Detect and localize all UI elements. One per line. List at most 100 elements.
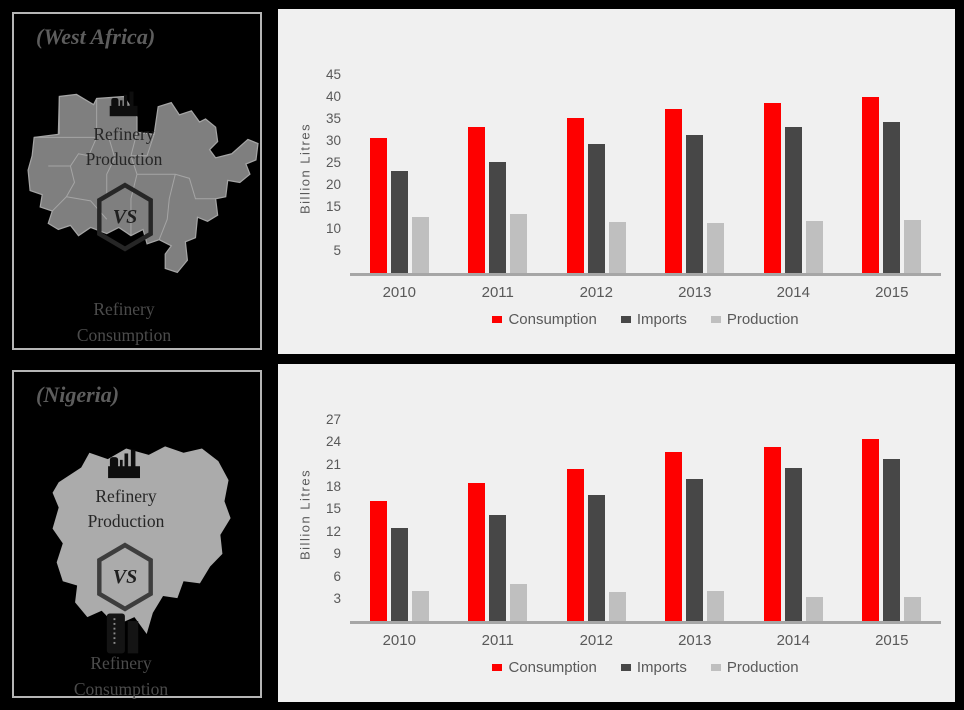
bar-production-2014 [805,597,823,621]
y-tick-label: 24 [325,433,341,449]
bar-group-2013 [646,408,745,621]
west-africa-panel: (West Africa) Refinery Production VS Re [6,6,268,356]
x-tick-label-2015: 2015 [875,632,909,649]
legend-swatch-imports [620,316,631,323]
x-tick-label-2014: 2014 [776,284,810,301]
legend-item-imports: Imports [620,311,687,328]
chart-legend: Consumption Imports Production [294,311,941,328]
nigeria-panel: (Nigeria) Refinery Production VS [6,364,268,704]
bar-group-2014 [744,63,843,273]
legend-label-production: Production [726,311,799,328]
bar-group-2011 [449,63,548,273]
bar-imports-2010 [390,528,408,621]
bar-group-2013 [646,63,745,273]
x-axis-labels: 2010 2011 2012 2013 2014 2015 [350,284,941,301]
legend-swatch-production [710,316,721,323]
bar-group-2012 [547,408,646,621]
storage-buildings-icon [106,613,139,654]
bar-consumption-2015 [862,439,880,621]
y-tick-label: 30 [325,132,341,148]
y-tick-label: 27 [325,411,341,427]
x-tick-label-2010: 2010 [382,284,416,301]
y-tick-label: 21 [325,456,341,472]
legend-item-production: Production [710,659,799,676]
bar-production-2013 [707,591,725,621]
refinery-production-label: Refinery Production [85,124,163,170]
y-tick-label: 18 [325,478,341,494]
y-tick-label: 15 [325,501,341,517]
y-tick-label: 9 [333,546,341,561]
refinery-icon [108,449,140,479]
legend-item-imports: Imports [620,659,687,676]
vs-label: VS [112,205,138,228]
y-axis-ticks: 3 6 9 12 15 18 21 24 27 [316,408,350,621]
bar-imports-2015 [883,458,901,621]
y-tick-label: 35 [325,110,341,126]
y-tick-label: 10 [325,221,341,237]
y-tick-label: 15 [325,198,341,214]
bar-consumption-2014 [763,102,781,273]
y-axis-title: Billion Litres [297,468,313,561]
bar-production-2012 [608,222,626,273]
refinery-consumption-label: Refinery Consumption [73,653,169,700]
y-tick-label: 45 [325,66,341,82]
bar-group-2010 [350,408,449,621]
x-tick-label-2011: 2011 [481,632,514,649]
bar-production-2015 [904,597,922,621]
bar-consumption-2012 [566,118,584,273]
refinery-production-label: Refinery Production [87,486,165,532]
bar-consumption-2011 [468,483,486,621]
bar-production-2011 [510,214,528,273]
bar-production-2014 [805,221,823,273]
vs-hexagon-icon [97,182,153,252]
y-tick-label: 5 [333,243,341,259]
legend-label-consumption: Consumption [508,659,597,676]
bar-imports-2011 [489,161,507,273]
y-tick-label: 40 [325,88,341,104]
bar-group-2015 [843,408,942,621]
chart-legend: Consumption Imports Production [294,659,941,676]
refinery-icon [109,91,138,117]
legend-item-consumption: Consumption [492,659,597,676]
legend-label-imports: Imports [636,659,687,676]
y-tick-label: 25 [325,154,341,170]
bar-consumption-2011 [468,127,486,273]
nigeria-bar-chart: Billion Litres 3 6 9 12 15 18 21 24 27 2010 2011 201… [278,364,955,702]
bar-imports-2014 [784,467,802,621]
bar-production-2015 [904,220,922,273]
legend-swatch-consumption [492,316,503,323]
bar-consumption-2010 [369,138,387,273]
bar-imports-2015 [883,121,901,273]
x-tick-label-2012: 2012 [579,284,613,301]
legend-swatch-production [710,664,721,671]
vs-hexagon-icon [97,542,153,612]
legend-label-consumption: Consumption [508,311,597,328]
bar-imports-2014 [784,127,802,273]
bar-imports-2012 [587,143,605,273]
bar-consumption-2010 [369,501,387,621]
bar-group-2012 [547,63,646,273]
legend-swatch-consumption [492,664,503,671]
y-axis-ticks: 5 10 15 20 25 30 35 40 45 [316,63,350,273]
bar-production-2010 [411,217,429,273]
bar-imports-2013 [686,135,704,273]
legend-item-consumption: Consumption [492,311,597,328]
legend-item-production: Production [710,311,799,328]
y-tick-label: 20 [325,176,341,192]
refinery-consumption-label: Refinery Consumption [76,299,172,346]
bar-imports-2011 [489,514,507,621]
legend-swatch-imports [620,664,631,671]
x-tick-label-2013: 2013 [678,632,712,649]
nigeria-map [52,446,231,634]
x-tick-label-2013: 2013 [678,284,712,301]
bar-production-2011 [510,584,528,621]
vs-label: VS [112,565,138,588]
legend-label-imports: Imports [636,311,687,328]
vs-badge: VS [94,542,156,612]
legend-label-production: Production [726,659,799,676]
bar-imports-2012 [587,494,605,621]
y-tick-label: 6 [333,568,341,584]
bar-group-2010 [350,63,449,273]
bar-consumption-2015 [862,97,880,273]
bar-production-2012 [608,591,626,621]
